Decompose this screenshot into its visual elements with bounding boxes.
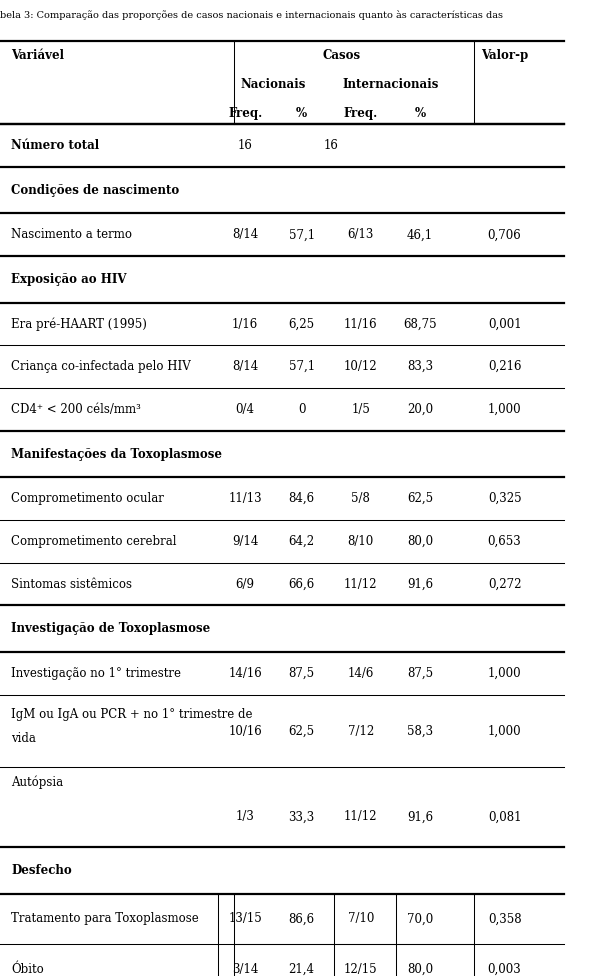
Text: 46,1: 46,1 (407, 228, 433, 241)
Text: 1,000: 1,000 (488, 724, 522, 738)
Text: Nascimento a termo: Nascimento a termo (11, 228, 132, 241)
Text: 3/14: 3/14 (232, 962, 258, 976)
Text: %: % (296, 106, 307, 120)
Text: Condições de nascimento: Condições de nascimento (11, 183, 180, 197)
Text: bela 3: Comparação das proporções de casos nacionais e internacionais quanto às : bela 3: Comparação das proporções de cas… (0, 10, 503, 20)
Text: 1/16: 1/16 (232, 317, 258, 331)
Text: Nacionais: Nacionais (241, 78, 306, 91)
Text: 14/16: 14/16 (228, 667, 262, 680)
Text: 0,325: 0,325 (488, 492, 522, 506)
Text: 11/12: 11/12 (344, 810, 377, 824)
Text: 0,081: 0,081 (488, 810, 521, 824)
Text: 70,0: 70,0 (407, 913, 433, 925)
Text: 0,706: 0,706 (487, 228, 522, 241)
Text: 8/14: 8/14 (232, 360, 258, 373)
Text: 1/5: 1/5 (352, 403, 370, 416)
Text: 11/13: 11/13 (228, 492, 262, 506)
Text: 80,0: 80,0 (407, 535, 433, 548)
Text: 5/8: 5/8 (352, 492, 370, 506)
Text: Freq.: Freq. (228, 106, 263, 120)
Text: 16: 16 (324, 139, 338, 152)
Text: 62,5: 62,5 (288, 724, 315, 738)
Text: 11/12: 11/12 (344, 578, 377, 590)
Text: Era pré-HAART (1995): Era pré-HAART (1995) (11, 317, 147, 331)
Text: 57,1: 57,1 (288, 228, 315, 241)
Text: 0,272: 0,272 (488, 578, 521, 590)
Text: 62,5: 62,5 (407, 492, 433, 506)
Text: 80,0: 80,0 (407, 962, 433, 976)
Text: Investigação de Toxoplasmose: Investigação de Toxoplasmose (11, 623, 210, 635)
Text: 6/9: 6/9 (236, 578, 255, 590)
Text: 20,0: 20,0 (407, 403, 433, 416)
Text: Comprometimento cerebral: Comprometimento cerebral (11, 535, 177, 548)
Text: Óbito: Óbito (11, 962, 44, 976)
Text: 33,3: 33,3 (288, 810, 315, 824)
Text: Manifestações da Toxoplasmose: Manifestações da Toxoplasmose (11, 448, 222, 461)
Text: 57,1: 57,1 (288, 360, 315, 373)
Text: 14/6: 14/6 (347, 667, 374, 680)
Text: Número total: Número total (11, 139, 99, 152)
Text: 0,003: 0,003 (487, 962, 522, 976)
Text: 13/15: 13/15 (228, 913, 262, 925)
Text: 0,001: 0,001 (488, 317, 522, 331)
Text: 9/14: 9/14 (232, 535, 258, 548)
Text: 21,4: 21,4 (288, 962, 314, 976)
Text: 0,358: 0,358 (488, 913, 522, 925)
Text: CD4⁺ < 200 céls/mm³: CD4⁺ < 200 céls/mm³ (11, 403, 141, 416)
Text: Variável: Variável (11, 49, 64, 61)
Text: Valor-p: Valor-p (481, 49, 528, 61)
Text: 16: 16 (238, 139, 252, 152)
Text: 66,6: 66,6 (288, 578, 315, 590)
Text: Autópsia: Autópsia (11, 775, 63, 789)
Text: 11/16: 11/16 (344, 317, 377, 331)
Text: 1,000: 1,000 (488, 403, 522, 416)
Text: 58,3: 58,3 (407, 724, 433, 738)
Text: 64,2: 64,2 (288, 535, 315, 548)
Text: 8/10: 8/10 (348, 535, 374, 548)
Text: 84,6: 84,6 (288, 492, 315, 506)
Text: Comprometimento ocular: Comprometimento ocular (11, 492, 164, 506)
Text: 7/10: 7/10 (347, 913, 374, 925)
Text: 1,000: 1,000 (488, 667, 522, 680)
Text: vida: vida (11, 732, 36, 745)
Text: Casos: Casos (322, 49, 360, 61)
Text: %: % (415, 106, 426, 120)
Text: Desfecho: Desfecho (11, 864, 72, 876)
Text: 12/15: 12/15 (344, 962, 377, 976)
Text: 6/13: 6/13 (347, 228, 374, 241)
Text: Exposição ao HIV: Exposição ao HIV (11, 273, 127, 286)
Text: 10/16: 10/16 (228, 724, 262, 738)
Text: 6,25: 6,25 (288, 317, 315, 331)
Text: 0,653: 0,653 (487, 535, 522, 548)
Text: 83,3: 83,3 (407, 360, 433, 373)
Text: 86,6: 86,6 (288, 913, 315, 925)
Text: 87,5: 87,5 (288, 667, 315, 680)
Text: Investigação no 1° trimestre: Investigação no 1° trimestre (11, 667, 182, 680)
Text: 8/14: 8/14 (232, 228, 258, 241)
Text: 0/4: 0/4 (236, 403, 255, 416)
Text: Freq.: Freq. (344, 106, 378, 120)
Text: Tratamento para Toxoplasmose: Tratamento para Toxoplasmose (11, 913, 199, 925)
Text: 91,6: 91,6 (407, 810, 433, 824)
Text: Criança co-infectada pelo HIV: Criança co-infectada pelo HIV (11, 360, 191, 373)
Text: 7/12: 7/12 (348, 724, 374, 738)
Text: 68,75: 68,75 (403, 317, 437, 331)
Text: 91,6: 91,6 (407, 578, 433, 590)
Text: 1/3: 1/3 (236, 810, 255, 824)
Text: Sintomas sistêmicos: Sintomas sistêmicos (11, 578, 132, 590)
Text: Internacionais: Internacionais (342, 78, 439, 91)
Text: 0,216: 0,216 (488, 360, 521, 373)
Text: 87,5: 87,5 (407, 667, 433, 680)
Text: IgM ou IgA ou PCR + no 1° trimestre de: IgM ou IgA ou PCR + no 1° trimestre de (11, 708, 253, 721)
Text: 10/12: 10/12 (344, 360, 377, 373)
Text: 0: 0 (298, 403, 305, 416)
